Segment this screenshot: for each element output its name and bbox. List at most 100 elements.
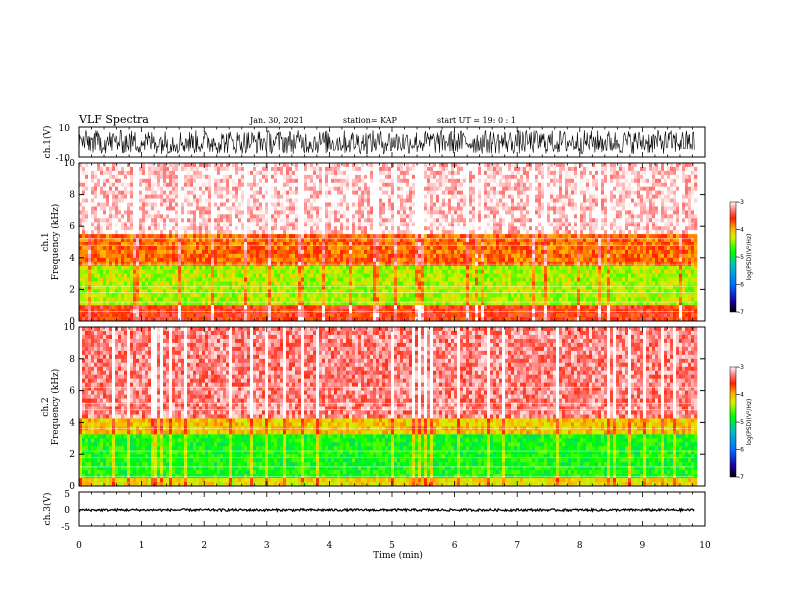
spectrogram-cell xyxy=(319,210,322,214)
spectrogram-cell xyxy=(442,195,445,199)
spectrogram-cell xyxy=(436,230,439,234)
spectrogram-cell xyxy=(151,183,154,187)
spectrogram-cell xyxy=(160,258,163,262)
spectrogram-cell xyxy=(295,195,298,199)
spectrogram-cell xyxy=(85,230,88,234)
spectrogram-cell xyxy=(418,210,421,214)
spectrogram-cell xyxy=(316,254,319,258)
spectrogram-cell xyxy=(166,266,169,270)
spectrogram-cell xyxy=(328,250,331,254)
spectrogram-cell xyxy=(262,246,265,250)
spectrogram-cell xyxy=(97,282,100,286)
spectrogram-cell xyxy=(271,187,274,191)
spectrogram-cell xyxy=(121,293,124,297)
spectrogram-cell xyxy=(202,206,205,210)
spectrogram-cell xyxy=(307,195,310,199)
spectrogram-cell xyxy=(286,226,289,230)
spectrogram-cell xyxy=(172,282,175,286)
spectrogram-cell xyxy=(355,234,358,238)
spectrogram-cell xyxy=(409,246,412,250)
spectrogram-cell xyxy=(394,195,397,199)
spectrogram-cell xyxy=(340,187,343,191)
spectrogram-cell xyxy=(295,254,298,258)
spectrogram-cell xyxy=(325,274,328,278)
spectrogram-cell xyxy=(103,206,106,210)
spectrogram-cell xyxy=(100,179,103,183)
spectrogram-cell xyxy=(424,175,427,179)
spectrogram-cell xyxy=(448,230,451,234)
spectrogram-cell xyxy=(154,305,157,309)
spectrogram-cell xyxy=(115,282,118,286)
spectrogram-cell xyxy=(292,289,295,293)
spectrogram-cell xyxy=(424,226,427,230)
spectrogram-cell xyxy=(304,234,307,238)
spectrogram-cell xyxy=(82,206,85,210)
spectrogram-cell xyxy=(277,191,280,195)
spectrogram-cell xyxy=(400,305,403,309)
spectrogram-cell xyxy=(145,171,148,175)
spectrogram-cell xyxy=(241,278,244,282)
spectrogram-cell xyxy=(250,171,253,175)
spectrogram-cell xyxy=(256,297,259,301)
spectrogram-cell xyxy=(208,183,211,187)
spectrogram-cell xyxy=(133,167,136,171)
spectrogram-cell xyxy=(436,226,439,230)
spectrogram-cell xyxy=(373,230,376,234)
spectrogram-cell xyxy=(124,214,127,218)
spectrogram-cell xyxy=(250,187,253,191)
spectrogram-cell xyxy=(217,218,220,222)
spectrogram-cell xyxy=(295,289,298,293)
spectrogram-cell xyxy=(190,191,193,195)
spectrogram-cell xyxy=(331,167,334,171)
spectrogram-cell xyxy=(268,274,271,278)
spectrogram-cell xyxy=(229,282,232,286)
spectrogram-cell xyxy=(220,218,223,222)
spectrogram-cell xyxy=(229,218,232,222)
spectrogram-cell xyxy=(367,289,370,293)
spectrogram-cell xyxy=(88,282,91,286)
spectrogram-cell xyxy=(430,218,433,222)
spectrogram-cell xyxy=(307,171,310,175)
spectrogram-cell xyxy=(325,242,328,246)
spectrogram-cell xyxy=(271,175,274,179)
spectrogram-cell xyxy=(310,297,313,301)
spectrogram-cell xyxy=(379,167,382,171)
spectrogram-cell xyxy=(169,167,172,171)
spectrogram-cell xyxy=(427,167,430,171)
spectrogram-cell xyxy=(364,305,367,309)
spectrogram-cell xyxy=(352,226,355,230)
spectrogram-cell xyxy=(406,167,409,171)
spectrogram-cell xyxy=(238,246,241,250)
spectrogram-cell xyxy=(151,297,154,301)
spectrogram-cell xyxy=(130,282,133,286)
spectrogram-cell xyxy=(355,270,358,274)
spectrogram-cell xyxy=(232,289,235,293)
spectrogram-cell xyxy=(124,293,127,297)
spectrogram-cell xyxy=(103,199,106,203)
spectrogram-cell xyxy=(433,230,436,234)
spectrogram-cell xyxy=(91,313,94,317)
spectrogram-cell xyxy=(103,258,106,262)
spectrogram-cell xyxy=(292,270,295,274)
spectrogram-cell xyxy=(148,210,151,214)
spectrogram-cell xyxy=(148,282,151,286)
spectrogram-cell xyxy=(217,289,220,293)
spectrogram-cell xyxy=(289,230,292,234)
spectrogram-cell xyxy=(205,278,208,282)
spectrogram-cell xyxy=(403,282,406,286)
spectrogram-cell xyxy=(391,210,394,214)
spectrogram-cell xyxy=(91,183,94,187)
spectrogram-cell xyxy=(373,167,376,171)
spectrogram-cell xyxy=(310,250,313,254)
spectrogram-cell xyxy=(109,218,112,222)
spectrogram-cell xyxy=(343,210,346,214)
start-time-label: start UT = 19: 0 : 1 xyxy=(437,116,516,125)
spectrogram-cell xyxy=(319,266,322,270)
spectrogram-cell xyxy=(136,199,139,203)
spectrogram-cell xyxy=(178,210,181,214)
spectrogram-cell xyxy=(106,270,109,274)
spectrogram-cell xyxy=(397,266,400,270)
spectrogram-cell xyxy=(211,254,214,258)
spectrogram-cell xyxy=(352,206,355,210)
spectrogram-cell xyxy=(331,203,334,207)
